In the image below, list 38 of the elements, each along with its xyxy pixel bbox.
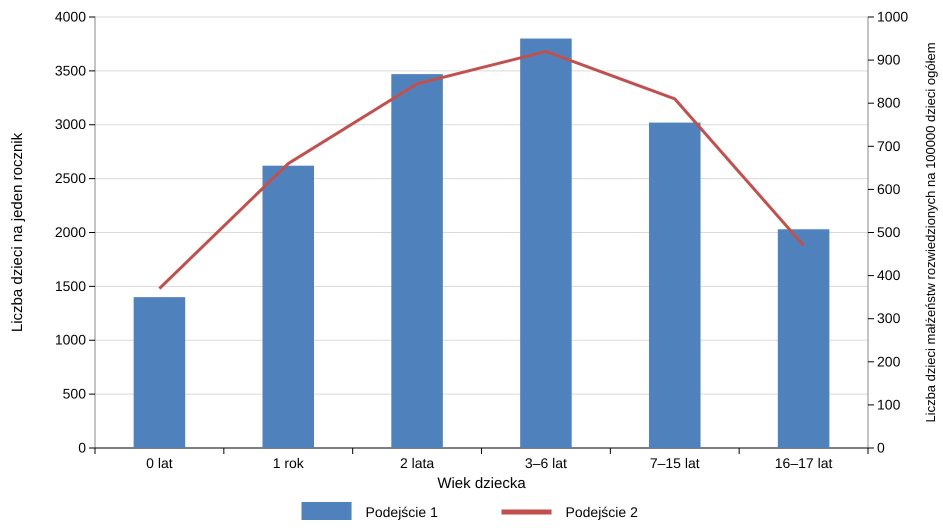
bar	[648, 122, 701, 448]
y-tick-label: 3500	[54, 62, 86, 78]
y2-axis-title: Liczba dzieci małżeństw rozwiedzionych na 100000 dzieci ogółem	[923, 42, 938, 423]
legend-label: Podejście 2	[566, 504, 638, 520]
y-tick-label: 500	[62, 386, 86, 402]
y2-tick-label: 800	[877, 94, 901, 111]
legend-label: Podejście 1	[366, 504, 438, 520]
y2-tick-label: 600	[877, 180, 901, 197]
line-series	[158, 50, 806, 290]
y2-tick-label: 1000	[877, 8, 908, 24]
bar	[391, 74, 443, 448]
y2-tick-label: 200	[877, 353, 901, 370]
bar	[134, 297, 186, 448]
x-tick-label: 16–17 lat	[774, 455, 832, 471]
x-axis-title: Wiek dziecka	[437, 475, 526, 492]
bar	[520, 38, 572, 448]
y2-tick-label: 500	[877, 224, 901, 240]
y-tick-label: 2500	[54, 170, 86, 186]
y2-tick-label: 900	[877, 52, 901, 68]
y2-tick-label: 100	[877, 396, 901, 412]
y-tick-label: 3000	[54, 116, 86, 132]
y2-tick-label: 300	[877, 310, 901, 326]
y-tick-label: 1000	[54, 332, 86, 348]
x-tick-label: 7–15 lat	[650, 455, 700, 471]
y2-tick-label: 400	[877, 267, 901, 284]
y-tick-label: 0	[78, 439, 86, 456]
y-tick-label: 1500	[54, 278, 86, 294]
y-tick-label: 2000	[54, 224, 86, 240]
y2-tick-label: 0	[877, 439, 885, 456]
y2-tick-label: 700	[877, 138, 901, 154]
x-tick-label: 3–6 lat	[524, 455, 568, 471]
y-axis-title: Liczba dzieci na jeden rocznik	[9, 132, 26, 332]
bar	[778, 229, 830, 448]
y-tick-label: 4000	[54, 8, 86, 24]
x-tick-label: 2 lata	[400, 455, 434, 471]
bar	[262, 166, 314, 448]
x-tick-label: 0 lat	[146, 455, 173, 471]
x-tick-label: 1 rok	[272, 455, 305, 471]
